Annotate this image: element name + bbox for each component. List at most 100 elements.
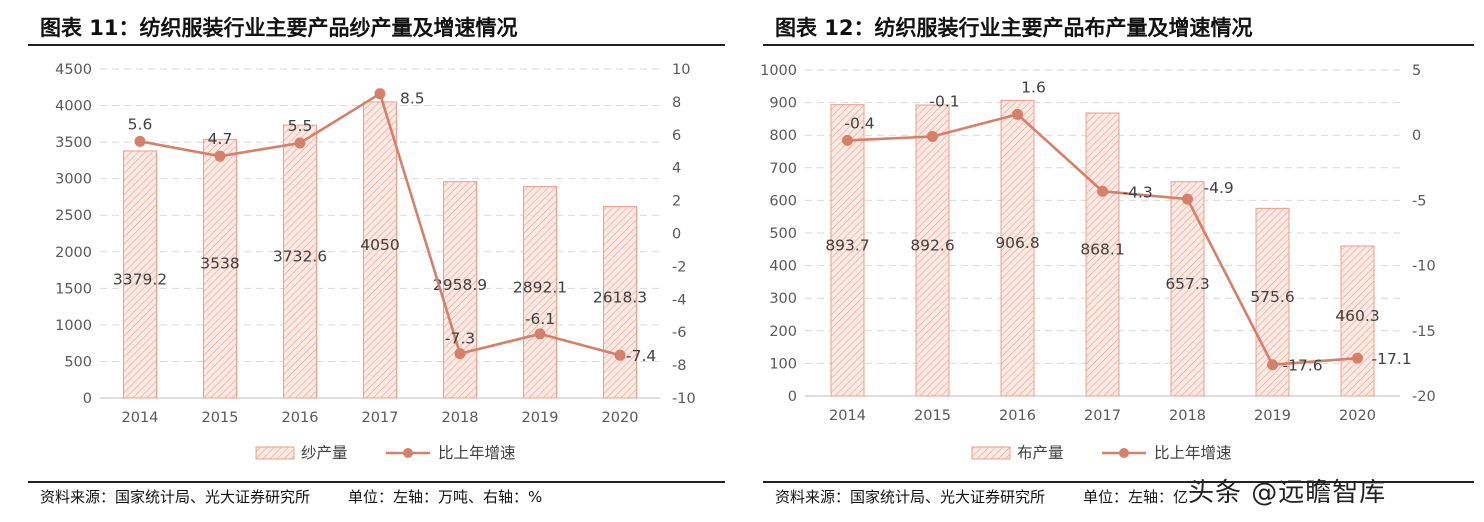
bar [603, 206, 637, 399]
bar-value-label: 3538 [200, 255, 239, 273]
bar [1340, 245, 1375, 397]
growth-value-label: 4.7 [208, 130, 233, 148]
bar-value-label: 3732.6 [273, 248, 327, 266]
legend-line-label: 比上年增速 [438, 444, 516, 462]
left-axis-tick: 500 [769, 226, 797, 242]
title-divider [763, 44, 1474, 46]
left-axis-tick: 400 [769, 259, 797, 275]
bar-value-label: 2892.1 [513, 278, 567, 296]
growth-point [294, 137, 306, 149]
bar-value-label: 3379.2 [113, 270, 167, 288]
right-axis-tick: -20 [1412, 389, 1436, 405]
growth-point [927, 131, 938, 143]
left-axis-tick: 0 [83, 391, 92, 407]
growth-point [454, 348, 466, 360]
legend-bar-label: 布产量 [1017, 444, 1064, 462]
left-axis-tick: 3000 [55, 172, 92, 188]
right-axis-tick: -4 [672, 292, 686, 308]
growth-point [842, 134, 853, 146]
chart-title: 图表 11：纺织服装行业主要产品纱产量及增速情况 [40, 16, 518, 40]
growth-point [534, 328, 546, 340]
watermark: 头条 @远瞻智库 [1188, 478, 1387, 508]
bar [523, 186, 557, 399]
growth-value-label: 8.5 [400, 90, 425, 108]
left-axis-tick: 100 [769, 356, 797, 372]
growth-value-label: -4.9 [1204, 179, 1234, 197]
growth-point [1012, 108, 1023, 120]
x-axis-tick: 2014 [829, 408, 866, 424]
source-note: 资料来源：国家统计局、光大证券研究所 单位：左轴：万吨、右轴：% [40, 486, 580, 507]
legend-line-marker [403, 448, 413, 458]
left-axis-tick: 600 [769, 193, 797, 209]
title-divider [28, 44, 725, 46]
bar [1170, 181, 1205, 397]
legend-bar-label: 纱产量 [301, 444, 348, 462]
bar [1000, 99, 1035, 397]
right-axis-tick: 8 [672, 95, 681, 111]
left-axis-tick: 300 [769, 291, 797, 307]
growth-value-label: -17.6 [1283, 357, 1323, 375]
source-label: 资料来源：国家统计局、光大证券研究所 [40, 488, 311, 506]
left-axis-tick: 700 [769, 161, 797, 177]
chart-title: 图表 12：纺织服装行业主要产品布产量及增速情况 [775, 16, 1253, 40]
right-axis-tick: -10 [1412, 259, 1436, 275]
left-axis-tick: 4500 [55, 62, 92, 78]
left-axis-tick: 1000 [55, 318, 92, 334]
left-axis-tick: 200 [769, 324, 797, 340]
x-axis-tick: 2016 [999, 408, 1036, 424]
growth-point [1352, 352, 1363, 364]
left-axis-tick: 900 [769, 96, 797, 112]
bar-value-label: 2618.3 [593, 288, 647, 306]
growth-point [1182, 193, 1193, 205]
bar [830, 104, 865, 397]
growth-point [614, 349, 626, 361]
x-axis-tick: 2020 [1339, 408, 1376, 424]
legend-bar-swatch [255, 446, 295, 460]
growth-value-label: 1.6 [1021, 78, 1046, 96]
x-axis-tick: 2014 [122, 410, 159, 426]
growth-value-label: -6.1 [525, 310, 555, 328]
bar-value-label: 4050 [360, 236, 399, 254]
chart-panel-fabric: 图表 12：纺织服装行业主要产品布产量及增速情况 0 100 200 300 400 50… [735, 0, 1484, 522]
growth-value-label: -4.3 [1123, 183, 1153, 201]
footer-divider [763, 481, 1474, 483]
growth-value-label: 5.6 [128, 115, 153, 133]
bar [203, 138, 237, 399]
right-axis-tick: 0 [672, 227, 681, 243]
source-note: 资料来源：国家统计局、光大证券研究所 单位：左轴：亿 [775, 486, 1226, 507]
bar-value-label: 906.8 [995, 234, 1039, 252]
left-axis-tick: 800 [769, 128, 797, 144]
growth-value-label: -7.4 [626, 347, 656, 365]
x-axis-tick: 2020 [602, 410, 639, 426]
right-axis-tick: 2 [672, 194, 681, 210]
left-axis-tick: 4000 [55, 99, 92, 115]
left-axis-tick: 0 [788, 389, 797, 405]
right-axis-tick: 6 [672, 128, 681, 144]
bar-value-label: 575.6 [1250, 288, 1294, 306]
right-axis-tick: -15 [1412, 324, 1436, 340]
bar [283, 124, 317, 399]
yarn-chart: 0 500 1000 1500 2000 2500 3000 3500 4000 4500 -10 -… [55, 62, 696, 462]
right-axis-tick: 4 [672, 161, 681, 177]
unit-label: 单位：左轴：万吨、右轴：% [348, 488, 543, 506]
growth-value-label: -0.4 [844, 114, 874, 132]
right-axis-tick: 10 [672, 62, 690, 78]
legend-line-label: 比上年增速 [1154, 444, 1232, 462]
growth-point [214, 150, 226, 162]
source-label: 资料来源：国家统计局、光大证券研究所 [775, 488, 1046, 506]
growth-value-label: -17.1 [1372, 350, 1412, 368]
unit-label: 单位：左轴：亿 [1083, 488, 1189, 506]
x-axis-tick: 2016 [282, 410, 319, 426]
x-axis-tick: 2017 [1084, 408, 1121, 424]
growth-point [374, 88, 386, 100]
bar [443, 181, 477, 399]
growth-point [134, 135, 146, 147]
left-axis-tick: 500 [64, 354, 92, 370]
left-axis-tick: 1000 [760, 63, 797, 79]
bar-value-label: 868.1 [1080, 240, 1124, 258]
left-axis-tick: 1500 [55, 281, 92, 297]
fabric-chart: 01002003004005006007008009001000-20-15-1… [760, 63, 1436, 462]
right-axis-tick: -10 [672, 391, 696, 407]
right-axis-tick: -2 [672, 259, 686, 275]
legend-bar-swatch [971, 446, 1011, 460]
